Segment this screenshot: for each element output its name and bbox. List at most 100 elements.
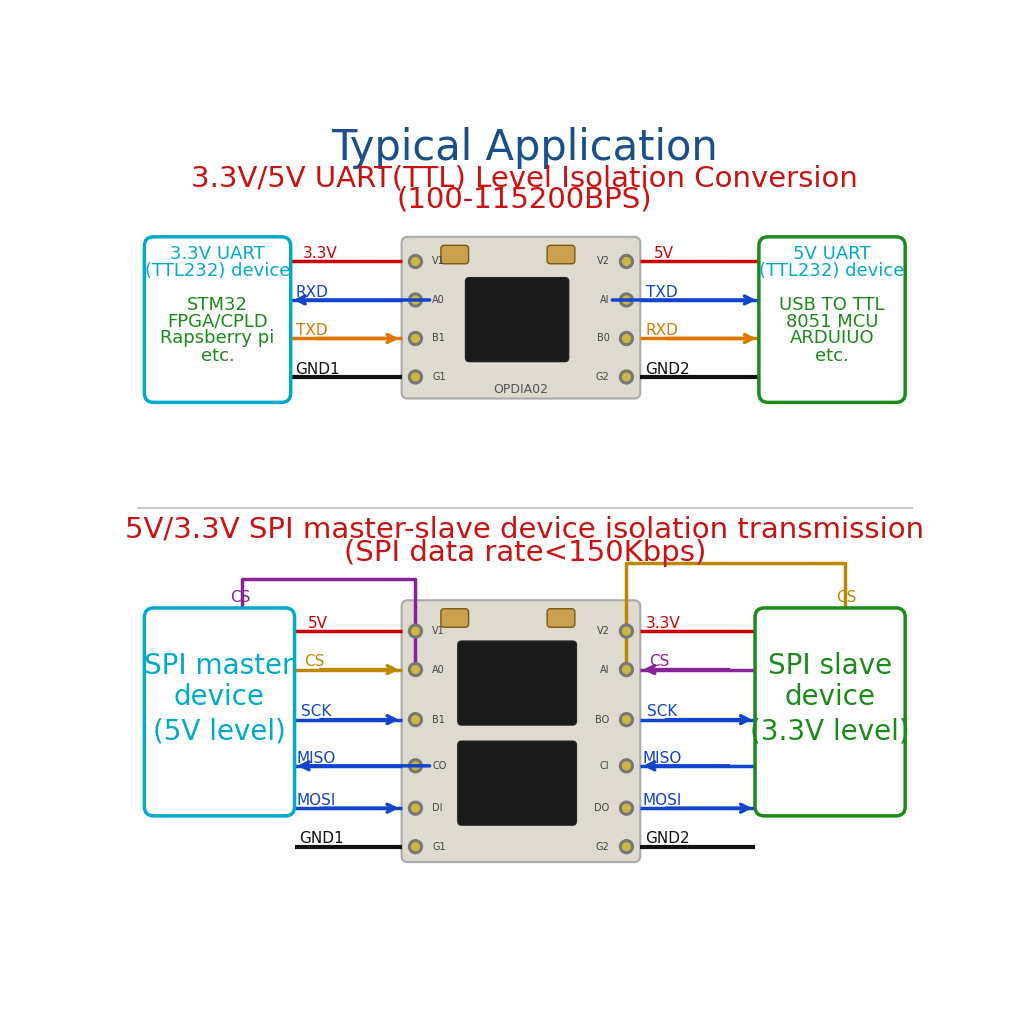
Text: GND1: GND1	[299, 831, 344, 847]
FancyBboxPatch shape	[401, 237, 640, 398]
Text: CO: CO	[432, 761, 446, 771]
Text: SCK: SCK	[647, 705, 677, 720]
Circle shape	[623, 804, 631, 812]
Text: SPI slave: SPI slave	[768, 651, 892, 680]
FancyBboxPatch shape	[441, 246, 469, 264]
Text: RXD: RXD	[296, 285, 329, 300]
FancyBboxPatch shape	[441, 608, 469, 628]
Circle shape	[623, 296, 631, 304]
Text: MISO: MISO	[296, 751, 336, 766]
FancyBboxPatch shape	[755, 608, 905, 816]
Circle shape	[620, 370, 634, 384]
Circle shape	[620, 840, 634, 854]
Circle shape	[623, 373, 631, 381]
Text: (TTL232) device: (TTL232) device	[144, 262, 290, 281]
Text: MISO: MISO	[642, 751, 682, 766]
Text: CS: CS	[304, 654, 324, 670]
FancyBboxPatch shape	[759, 237, 905, 402]
Circle shape	[623, 335, 631, 342]
Text: G1: G1	[432, 842, 446, 852]
Text: Rapsberry pi: Rapsberry pi	[161, 330, 274, 347]
Text: AI: AI	[600, 295, 609, 305]
Circle shape	[409, 332, 422, 345]
Circle shape	[409, 759, 422, 773]
Text: 5V: 5V	[307, 615, 328, 631]
Text: A0: A0	[432, 665, 445, 675]
Text: CS: CS	[649, 654, 670, 670]
Text: AI: AI	[600, 665, 609, 675]
FancyBboxPatch shape	[401, 600, 640, 862]
Circle shape	[620, 713, 634, 727]
Text: etc.: etc.	[815, 347, 849, 366]
FancyBboxPatch shape	[547, 246, 574, 264]
Circle shape	[620, 759, 634, 773]
Circle shape	[409, 625, 422, 638]
Text: TXD: TXD	[297, 324, 328, 338]
Text: DI: DI	[432, 803, 443, 813]
Text: V1: V1	[432, 626, 445, 636]
Text: B0: B0	[597, 334, 609, 343]
Circle shape	[620, 293, 634, 307]
Text: V2: V2	[597, 256, 609, 266]
Circle shape	[409, 370, 422, 384]
Text: GND2: GND2	[645, 361, 689, 377]
Circle shape	[620, 625, 634, 638]
Text: OPDIA02: OPDIA02	[494, 383, 549, 396]
FancyBboxPatch shape	[466, 278, 568, 361]
Text: RXD: RXD	[645, 324, 678, 338]
Text: STM32: STM32	[187, 296, 248, 313]
Circle shape	[409, 840, 422, 854]
Text: (SPI data rate<150Kbps): (SPI data rate<150Kbps)	[344, 539, 706, 566]
Circle shape	[623, 258, 631, 265]
FancyBboxPatch shape	[547, 608, 574, 628]
Circle shape	[409, 663, 422, 677]
Text: (100-115200BPS): (100-115200BPS)	[397, 186, 652, 214]
Text: MOSI: MOSI	[296, 793, 336, 808]
Circle shape	[412, 373, 419, 381]
Text: device: device	[784, 683, 876, 711]
Text: A0: A0	[432, 295, 445, 305]
Circle shape	[623, 762, 631, 770]
Text: G1: G1	[432, 372, 446, 382]
FancyBboxPatch shape	[144, 608, 295, 816]
Text: BO: BO	[595, 715, 609, 725]
Circle shape	[620, 801, 634, 815]
Text: 5V: 5V	[653, 247, 674, 261]
Text: (TTL232) device: (TTL232) device	[760, 262, 905, 281]
FancyBboxPatch shape	[458, 741, 577, 825]
Text: (3.3V level): (3.3V level)	[750, 717, 909, 745]
Text: 3.3V UART: 3.3V UART	[170, 245, 265, 263]
Circle shape	[623, 666, 631, 674]
Circle shape	[412, 716, 419, 724]
Text: V2: V2	[597, 626, 609, 636]
Text: FPGA/CPLD: FPGA/CPLD	[167, 312, 268, 331]
Text: 5V UART: 5V UART	[794, 245, 870, 263]
Text: 3.3V: 3.3V	[303, 247, 337, 261]
Text: 3.3V: 3.3V	[646, 615, 681, 631]
Text: G2: G2	[596, 372, 609, 382]
Text: SPI master: SPI master	[144, 651, 294, 680]
Text: TXD: TXD	[646, 285, 678, 300]
Circle shape	[412, 762, 419, 770]
Text: CS: CS	[837, 590, 857, 605]
Circle shape	[620, 255, 634, 268]
Text: 5V/3.3V SPI master-slave device isolation transmission: 5V/3.3V SPI master-slave device isolatio…	[125, 515, 925, 544]
Text: CS: CS	[230, 590, 251, 605]
Text: Typical Application: Typical Application	[332, 127, 718, 169]
Text: DO: DO	[594, 803, 609, 813]
Text: V1: V1	[432, 256, 445, 266]
Circle shape	[412, 335, 419, 342]
Text: SCK: SCK	[301, 705, 332, 720]
Text: GND1: GND1	[295, 361, 340, 377]
Text: GND2: GND2	[645, 831, 689, 847]
Text: USB TO TTL: USB TO TTL	[779, 296, 885, 313]
Circle shape	[409, 713, 422, 727]
Text: 3.3V/5V UART(TTL) Level Isolation Conversion: 3.3V/5V UART(TTL) Level Isolation Conver…	[191, 164, 858, 193]
Circle shape	[620, 332, 634, 345]
Text: (5V level): (5V level)	[153, 717, 286, 745]
Circle shape	[412, 666, 419, 674]
Text: 8051 MCU: 8051 MCU	[785, 312, 879, 331]
Circle shape	[620, 663, 634, 677]
Circle shape	[412, 843, 419, 851]
Circle shape	[409, 801, 422, 815]
